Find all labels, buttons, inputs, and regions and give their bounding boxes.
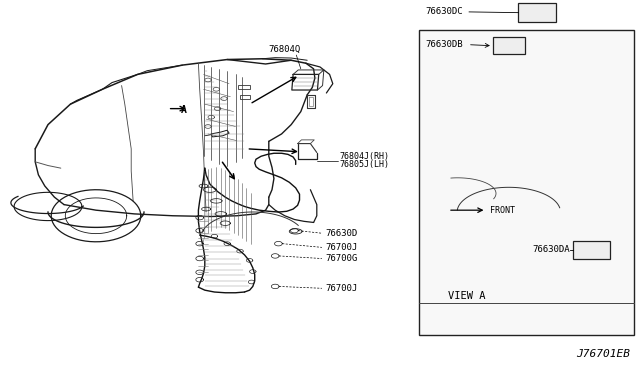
Bar bbox=[518, 3, 556, 22]
Text: 76805J(LH): 76805J(LH) bbox=[339, 160, 389, 169]
Text: J76701EB: J76701EB bbox=[577, 349, 630, 359]
Bar bbox=[573, 241, 610, 259]
Bar bbox=[240, 95, 250, 99]
Bar bbox=[238, 85, 250, 89]
Text: 76804J(RH): 76804J(RH) bbox=[339, 153, 389, 161]
Text: 76630DB: 76630DB bbox=[426, 40, 463, 49]
Bar bbox=[493, 37, 525, 54]
Text: 76630DC: 76630DC bbox=[426, 7, 463, 16]
Text: 76804Q: 76804Q bbox=[269, 45, 301, 54]
Text: FRONT: FRONT bbox=[490, 206, 515, 215]
Text: A: A bbox=[181, 105, 187, 115]
Text: VIEW A: VIEW A bbox=[449, 291, 486, 301]
Text: 76700G: 76700G bbox=[325, 254, 357, 263]
Text: 76630D: 76630D bbox=[325, 229, 357, 238]
Text: 76630DA: 76630DA bbox=[532, 245, 570, 254]
Text: 76700J: 76700J bbox=[325, 284, 357, 293]
Bar bbox=[419, 30, 634, 335]
Text: 76700J: 76700J bbox=[325, 243, 357, 252]
